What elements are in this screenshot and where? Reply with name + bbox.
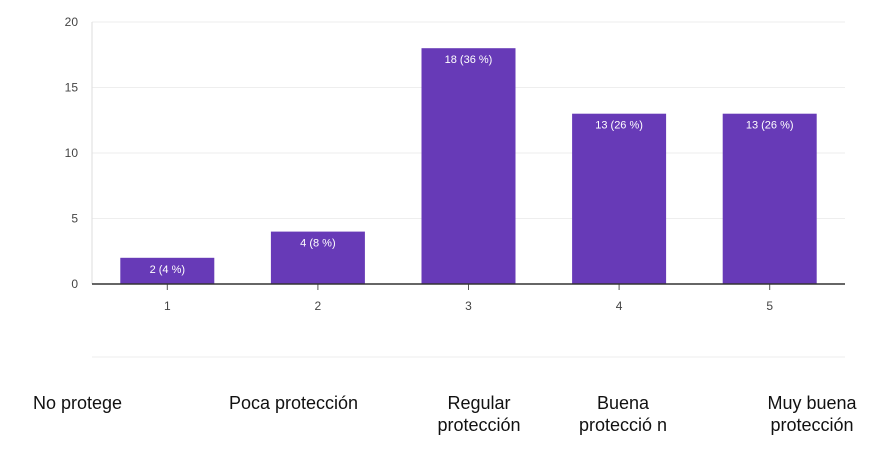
bar <box>421 48 516 285</box>
scale-label-5: Muy buena protección <box>767 393 857 435</box>
scale-label-1: No protege <box>33 393 123 413</box>
bar <box>270 231 365 284</box>
x-tick-label: 1 <box>164 299 171 313</box>
scale-label-3: Regular protección <box>437 393 521 435</box>
bar <box>120 257 215 284</box>
y-tick-label: 10 <box>65 146 79 160</box>
y-tick-label: 20 <box>65 15 79 29</box>
y-tick-label: 0 <box>71 277 78 291</box>
bar-data-label: 2 (4 %) <box>150 264 185 276</box>
bar-data-label: 13 (26 %) <box>595 120 643 132</box>
x-tick-label: 4 <box>616 299 623 313</box>
y-tick-label: 5 <box>71 212 78 226</box>
x-tick-label: 5 <box>766 299 773 313</box>
bar <box>572 113 667 284</box>
x-tick-label: 3 <box>465 299 472 313</box>
bar-data-label: 18 (36 %) <box>445 54 493 66</box>
y-tick-label: 15 <box>65 81 79 95</box>
bar <box>722 113 817 284</box>
bar-data-label: 13 (26 %) <box>746 120 794 132</box>
bar-data-label: 4 (8 %) <box>300 238 335 250</box>
x-tick-label: 2 <box>315 299 322 313</box>
scale-label-2: Poca protección <box>228 393 359 413</box>
scale-label-4: Buena protecció n <box>578 393 668 435</box>
